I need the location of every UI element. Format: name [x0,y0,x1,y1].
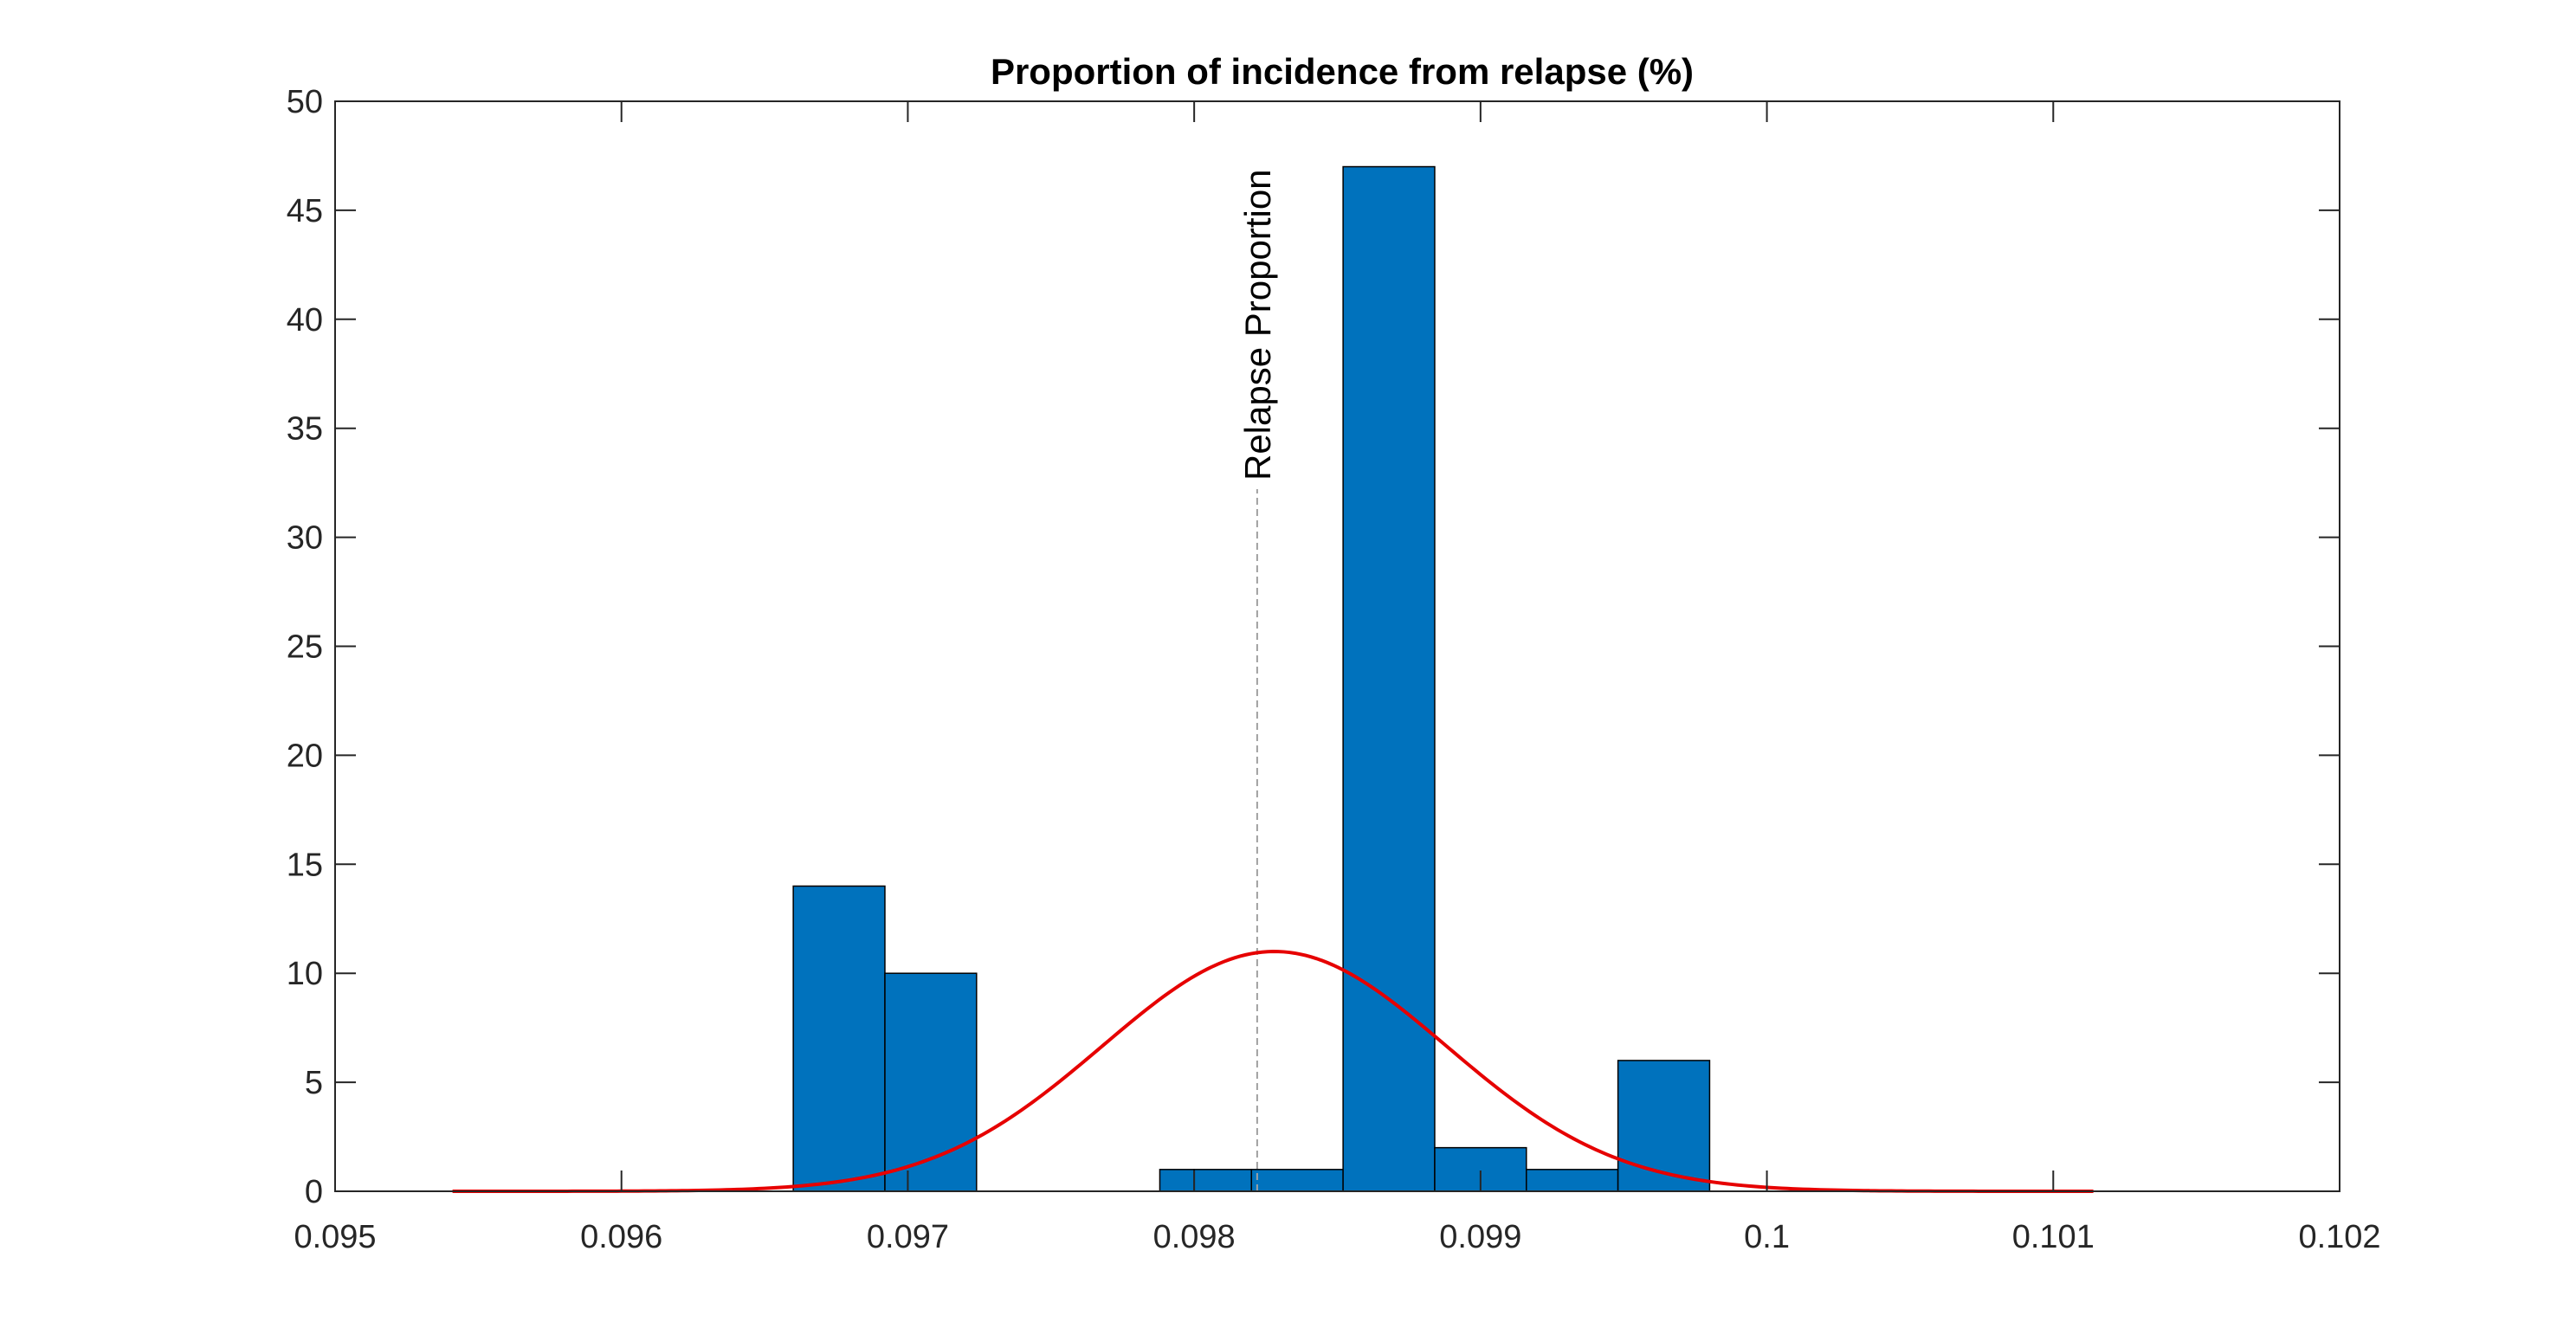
x-tick-label: 0.099 [1439,1219,1521,1255]
histogram-bars [792,165,1711,1192]
histogram-bar [1250,1169,1344,1192]
overlay-lines: Relapse Proportion [452,169,2094,1193]
histogram-bar [1342,165,1436,1192]
y-tick-label: 45 [287,193,323,229]
x-tick-label: 0.096 [580,1219,662,1255]
y-tick-label: 0 [305,1174,323,1210]
x-tick-label: 0.098 [1153,1219,1236,1255]
reference-line-label: Relapse Proportion [1237,169,1278,480]
histogram-bar [792,885,886,1192]
y-tick-label: 25 [287,629,323,666]
plot-area [335,101,2340,1191]
y-tick-label: 40 [287,302,323,339]
histogram-bar [1617,1060,1711,1192]
fit-curve [452,950,2094,1193]
x-tick-label: 0.097 [867,1219,949,1255]
y-tick-label: 10 [287,956,323,992]
plot-background [335,101,2340,1191]
x-tick-label: 0.102 [2298,1219,2380,1255]
y-tick-label: 30 [287,520,323,557]
histogram-bar [884,972,978,1192]
histogram-bar [1193,1169,1253,1192]
histogram-bar [1526,1169,1619,1192]
y-tick-label: 50 [287,84,323,120]
histogram-bar [1159,1169,1195,1192]
y-tick-label: 15 [287,847,323,883]
y-tick-label: 35 [287,411,323,448]
chart-title: Proportion of incidence from relapse (%) [991,51,1694,92]
x-tick-label: 0.095 [294,1219,376,1255]
x-tick-label: 0.101 [2012,1219,2095,1255]
y-tick-label: 5 [305,1065,323,1101]
x-tick-label: 0.1 [1744,1219,1790,1255]
y-tick-label: 20 [287,738,323,774]
axes: 0.095 0.096 0.097 0.098 0.099 0.1 0.101 0.102 0 5… [287,84,2381,1255]
